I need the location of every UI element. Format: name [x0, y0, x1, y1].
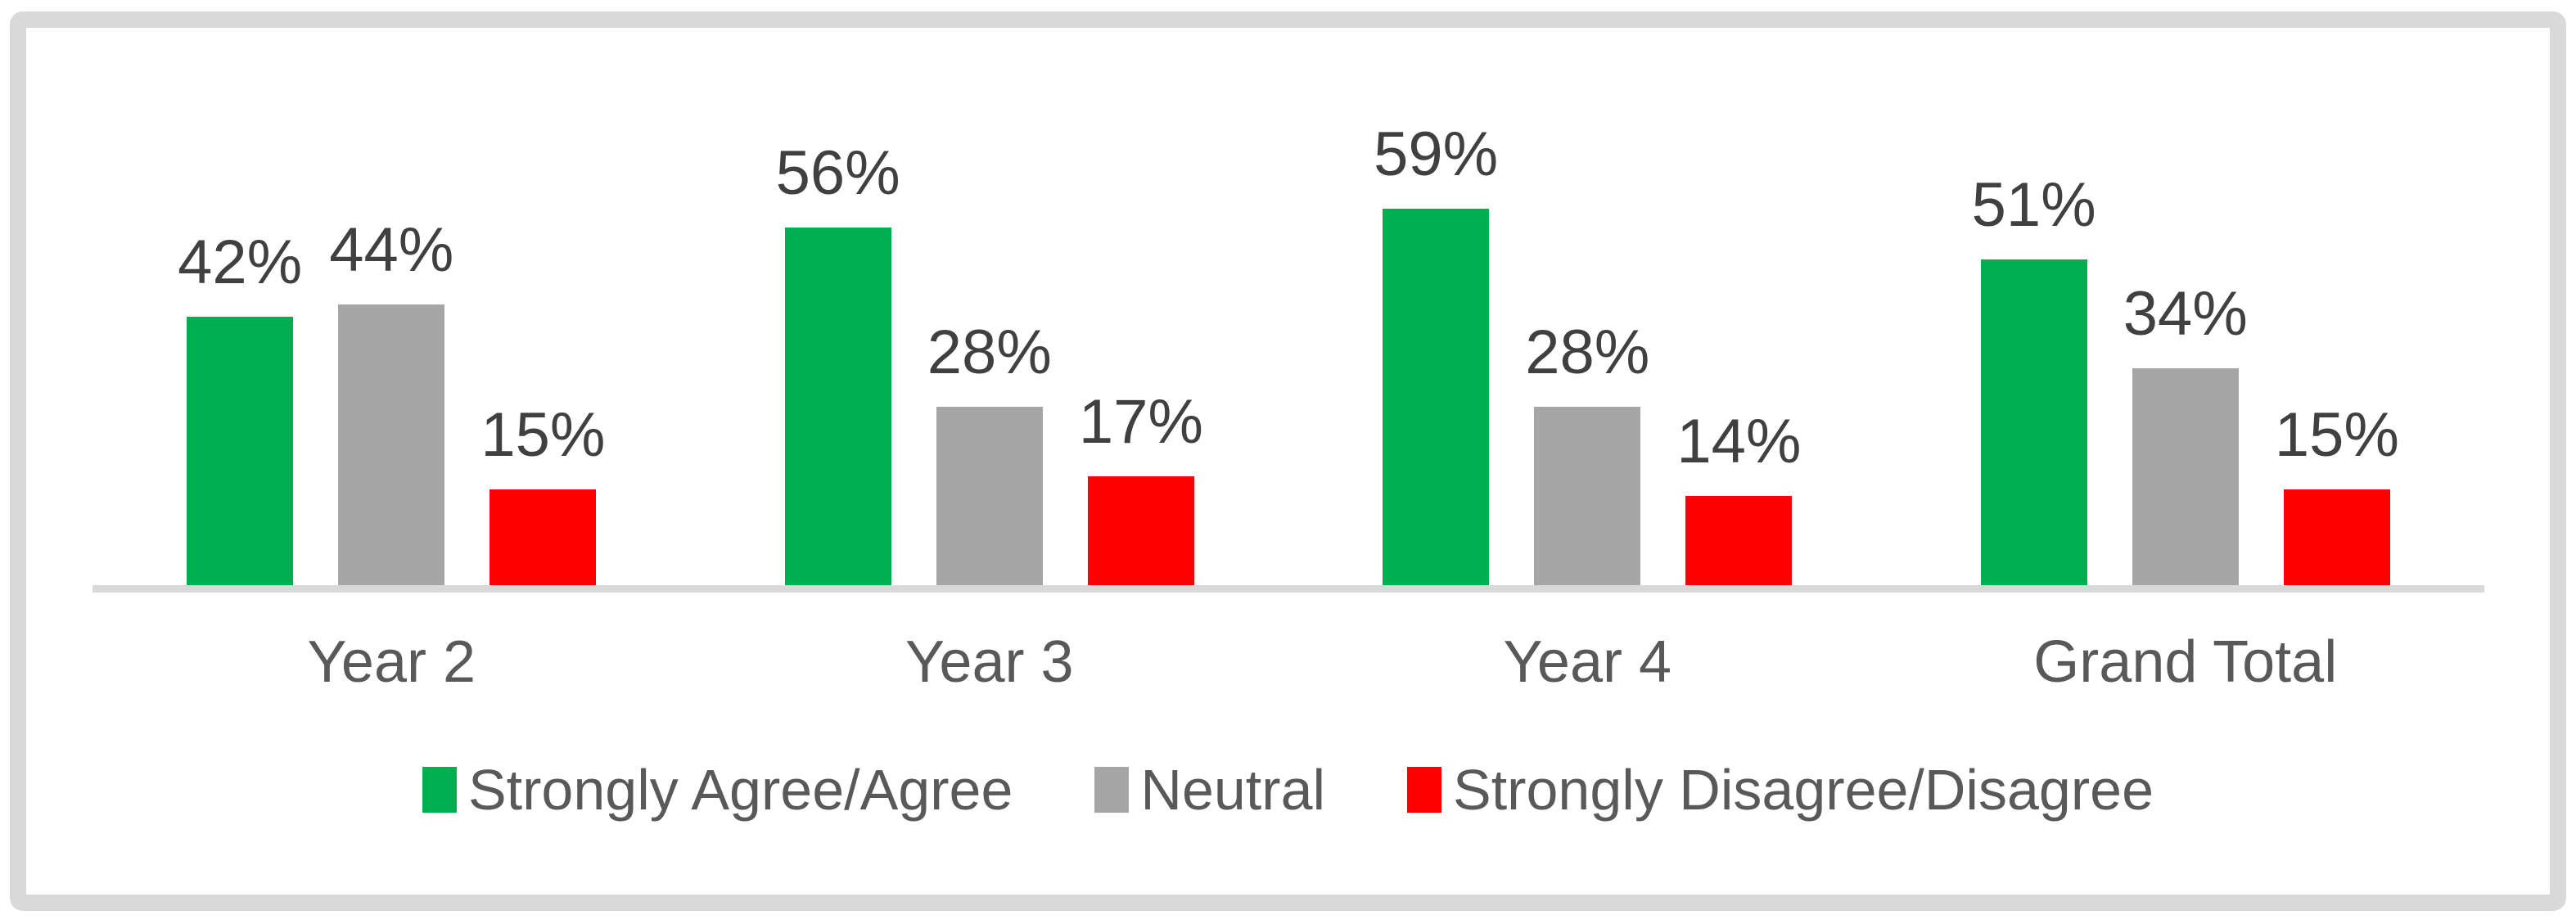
bar-column: 34% — [2123, 282, 2248, 585]
category-label-year-3: Year 3 — [905, 629, 1074, 695]
bar-column: 42% — [178, 230, 302, 585]
bar-neutral-grand-total — [2132, 368, 2239, 585]
legend-label: Strongly Disagree/Disagree — [1453, 758, 2154, 822]
category-label-year-4: Year 4 — [1503, 629, 1672, 695]
bar-neutral-year-4 — [1534, 407, 1641, 585]
category-label-year-2: Year 2 — [307, 629, 476, 695]
bar-column: 14% — [1676, 409, 1801, 585]
bar-column: 28% — [927, 320, 1052, 585]
chart-legend: Strongly Agree/Agree Neutral Strongly Di… — [0, 757, 2576, 823]
bar-strongly-agree-year-2 — [187, 317, 294, 585]
legend-item-strongly-disagree: Strongly Disagree/Disagree — [1407, 757, 2154, 823]
data-label: 17% — [1078, 387, 1203, 457]
legend-label: Neutral — [1140, 758, 1326, 822]
bar-column: 59% — [1374, 122, 1498, 585]
data-label: 15% — [480, 400, 606, 471]
bar-strongly-agree-year-4 — [1383, 209, 1490, 585]
category-label-grand-total: Grand Total — [2033, 629, 2338, 695]
plot-area: 42% 44% 15% 56% 28% 17% — [92, 0, 2484, 585]
data-label: 42% — [178, 228, 303, 298]
bar-column: 44% — [329, 218, 453, 585]
data-label: 28% — [927, 318, 1052, 388]
data-label: 28% — [1525, 318, 1650, 388]
legend-item-neutral: Neutral — [1094, 757, 1325, 823]
data-label: 51% — [1971, 170, 2096, 241]
bar-neutral-year-3 — [936, 407, 1043, 585]
legend-item-strongly-agree: Strongly Agree/Agree — [422, 757, 1013, 823]
bar-column: 17% — [1079, 390, 1203, 585]
legend-swatch-red-icon — [1407, 767, 1442, 813]
bar-strongly-disagree-year-3 — [1087, 476, 1194, 585]
legend-swatch-green-icon — [422, 767, 457, 813]
data-label: 34% — [2123, 279, 2248, 349]
bar-column: 28% — [1525, 320, 1649, 585]
bar-neutral-year-2 — [338, 304, 445, 585]
data-label: 15% — [2274, 400, 2399, 471]
category-axis-labels: Year 2 Year 3 Year 4 Grand Total — [92, 629, 2484, 696]
bar-column: 56% — [776, 141, 900, 585]
bar-group-year-3: 56% 28% 17% — [691, 0, 1289, 585]
bar-column: 15% — [2275, 403, 2399, 585]
data-label: 56% — [775, 138, 900, 209]
bar-column: 15% — [480, 403, 605, 585]
bar-group-year-2: 42% 44% 15% — [92, 0, 691, 585]
bar-group-grand-total: 51% 34% 15% — [1887, 0, 2485, 585]
bar-strongly-disagree-year-4 — [1685, 496, 1793, 585]
bar-strongly-agree-year-3 — [784, 228, 891, 585]
bar-strongly-agree-grand-total — [1980, 259, 2087, 585]
bar-group-year-4: 59% 28% 14% — [1288, 0, 1887, 585]
data-label: 44% — [329, 215, 454, 286]
bar-strongly-disagree-year-2 — [489, 489, 597, 585]
x-axis-line — [92, 585, 2484, 593]
data-label: 59% — [1374, 119, 1499, 190]
bar-column: 51% — [1972, 173, 2096, 585]
data-label: 14% — [1676, 407, 1802, 477]
bar-strongly-disagree-grand-total — [2283, 489, 2390, 585]
legend-label: Strongly Agree/Agree — [467, 758, 1013, 822]
legend-swatch-gray-icon — [1094, 767, 1130, 813]
